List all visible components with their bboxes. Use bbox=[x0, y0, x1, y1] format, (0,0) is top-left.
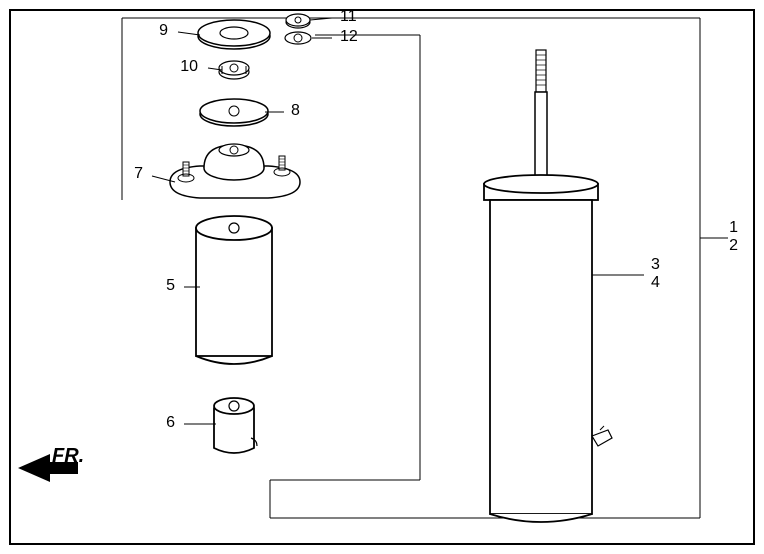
front-direction-label: FR. bbox=[52, 445, 84, 467]
callout-1: 1 bbox=[729, 219, 738, 236]
callout-11: 11 bbox=[340, 8, 357, 25]
callout-8: 8 bbox=[291, 102, 300, 119]
part-5-cover bbox=[196, 216, 272, 364]
callout-10: 10 bbox=[180, 58, 198, 75]
callout-2: 2 bbox=[729, 237, 738, 254]
callout-4: 4 bbox=[651, 274, 660, 291]
callout-7: 7 bbox=[134, 165, 143, 182]
callout-6: 6 bbox=[166, 414, 175, 431]
part-3-4-shock bbox=[484, 50, 612, 522]
callout-3: 3 bbox=[651, 256, 660, 273]
part-9-base bbox=[198, 20, 270, 49]
callout-12: 12 bbox=[340, 28, 358, 45]
part-8-washer bbox=[200, 99, 268, 126]
part-7-mount bbox=[170, 144, 300, 198]
callout-9: 9 bbox=[159, 22, 168, 39]
part-12-washer bbox=[285, 32, 311, 44]
part-10-nut bbox=[219, 61, 249, 79]
part-11-nut bbox=[286, 14, 310, 28]
part-6-bumpstop bbox=[214, 398, 257, 453]
front-direction-indicator: FR. bbox=[18, 445, 84, 482]
parts-diagram: 1 2 3 4 5 6 7 8 9 10 11 12 FR. bbox=[0, 0, 764, 554]
callout-5: 5 bbox=[166, 277, 175, 294]
